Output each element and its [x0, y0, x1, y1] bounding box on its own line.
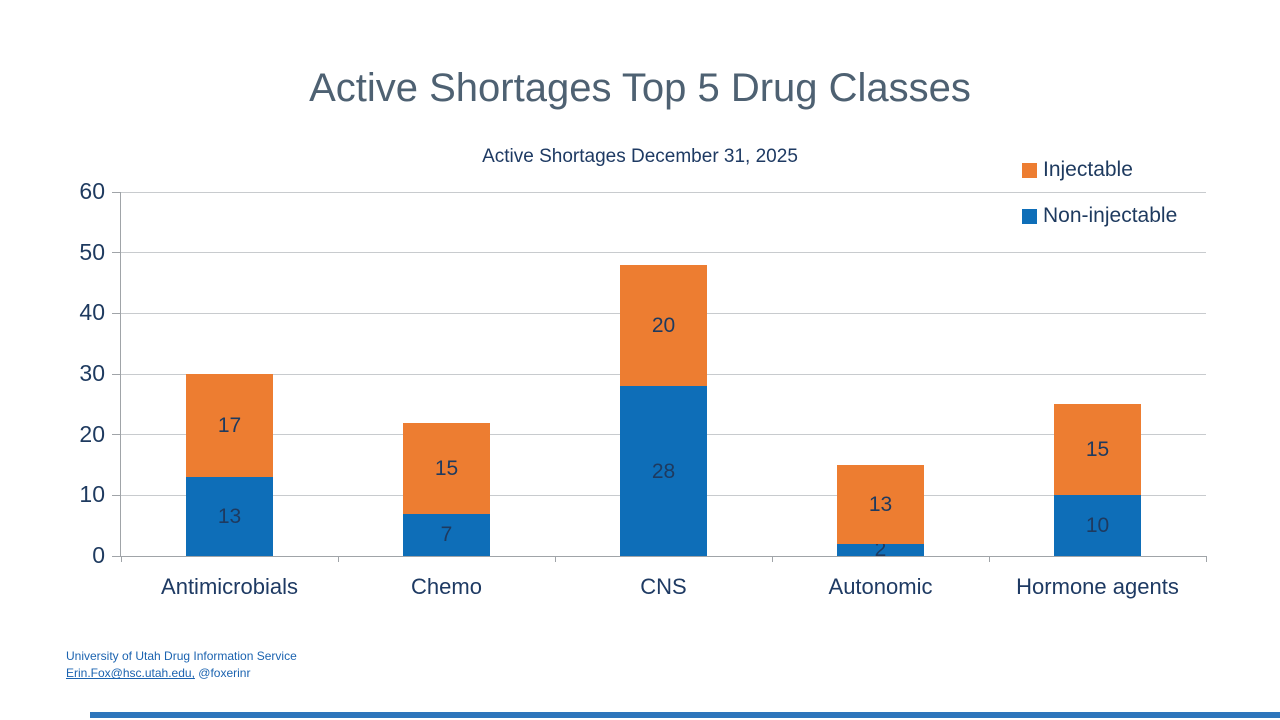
chart-legend: Injectable Non-injectable [1022, 158, 1177, 250]
y-axis-tick-0 [112, 555, 120, 557]
x-axis-tick-3 [771, 556, 773, 562]
footer: University of Utah Drug Information Serv… [66, 648, 297, 683]
y-axis-tick-10 [112, 494, 120, 496]
bar-segment-non-injectable-0: 13 [186, 477, 273, 556]
x-axis-tick-1 [337, 556, 339, 562]
gridline-60 [121, 191, 1206, 193]
y-axis-label-20: 20 [79, 420, 105, 447]
legend-label: Non-injectable [1043, 204, 1178, 227]
footer-handle: @foxerinr [194, 666, 251, 681]
chart-main-title: Active Shortages Top 5 Drug Classes [309, 66, 971, 110]
bar-value-label: 2 [874, 538, 887, 562]
bottom-accent-bar [90, 712, 1280, 718]
bar-segment-non-injectable-3: 2 [837, 539, 924, 560]
y-axis-label-50: 50 [79, 238, 105, 265]
footer-contact: Erin.Fox@hsc.utah.edu, @foxerinr [66, 665, 297, 682]
legend-swatch-icon [1022, 208, 1037, 224]
bar-segment-injectable-0: 17 [186, 374, 273, 478]
bar-segment-non-injectable-2: 28 [620, 386, 707, 556]
y-axis-label-40: 40 [79, 299, 105, 326]
y-axis-label-0: 0 [92, 542, 105, 568]
bar-segment-injectable-4: 15 [1054, 404, 1141, 496]
legend-item-non-injectable: Non-injectable [1022, 204, 1177, 228]
x-axis-label-0: Antimicrobials [161, 574, 298, 599]
x-axis-tick-0 [120, 556, 122, 562]
y-axis-tick-20 [112, 434, 120, 436]
x-axis-tick-5 [1205, 556, 1207, 562]
plot-area: 0 10 20 30 40 50 60 13 17 Antimicrobials 7 15 Chemo 2… [79, 178, 1207, 599]
legend-item-injectable: Injectable [1022, 158, 1177, 182]
y-axis-label-10: 10 [79, 481, 105, 508]
x-axis-label-3: Autonomic [828, 574, 933, 599]
y-axis-label-30: 30 [79, 360, 105, 386]
bar-segment-non-injectable-1: 7 [403, 513, 490, 556]
bar-value-label: 7 [440, 523, 453, 547]
legend-label: Injectable [1043, 158, 1133, 181]
bar-value-label: 13 [217, 505, 242, 529]
bar-segment-injectable-3: 13 [837, 465, 924, 544]
x-axis-label-1: Chemo [411, 574, 482, 599]
bar-value-label: 13 [868, 492, 893, 516]
bar-value-label: 17 [217, 414, 242, 438]
bar-segment-non-injectable-4: 10 [1054, 495, 1141, 556]
y-axis-tick-40 [112, 312, 120, 314]
bar-value-label: 28 [651, 459, 676, 483]
y-axis-tick-50 [112, 252, 120, 254]
y-axis-tick-60 [112, 191, 120, 193]
bar-segment-injectable-1: 15 [403, 422, 490, 514]
footer-org: University of Utah Drug Information Serv… [66, 649, 297, 663]
x-axis-label-2: CNS [640, 574, 687, 599]
y-axis-tick-30 [112, 373, 120, 375]
x-axis-label-4: Hormone agents [1016, 574, 1179, 599]
chart-subtitle: Active Shortages December 31, 2025 [482, 146, 798, 167]
bar-segment-injectable-2: 20 [620, 264, 707, 387]
footer-email-link[interactable]: Erin.Fox@hsc.utah.edu, [66, 666, 195, 681]
bar-value-label: 15 [1085, 438, 1110, 462]
x-axis-tick-4 [988, 556, 990, 562]
bar-value-label: 15 [434, 456, 459, 480]
legend-swatch-icon [1022, 162, 1037, 178]
bar-value-label: 20 [651, 313, 676, 337]
gridline-50 [121, 252, 1206, 254]
bar-value-label: 10 [1085, 514, 1110, 538]
y-axis-label-60: 60 [79, 178, 105, 204]
x-axis-tick-2 [554, 556, 556, 562]
